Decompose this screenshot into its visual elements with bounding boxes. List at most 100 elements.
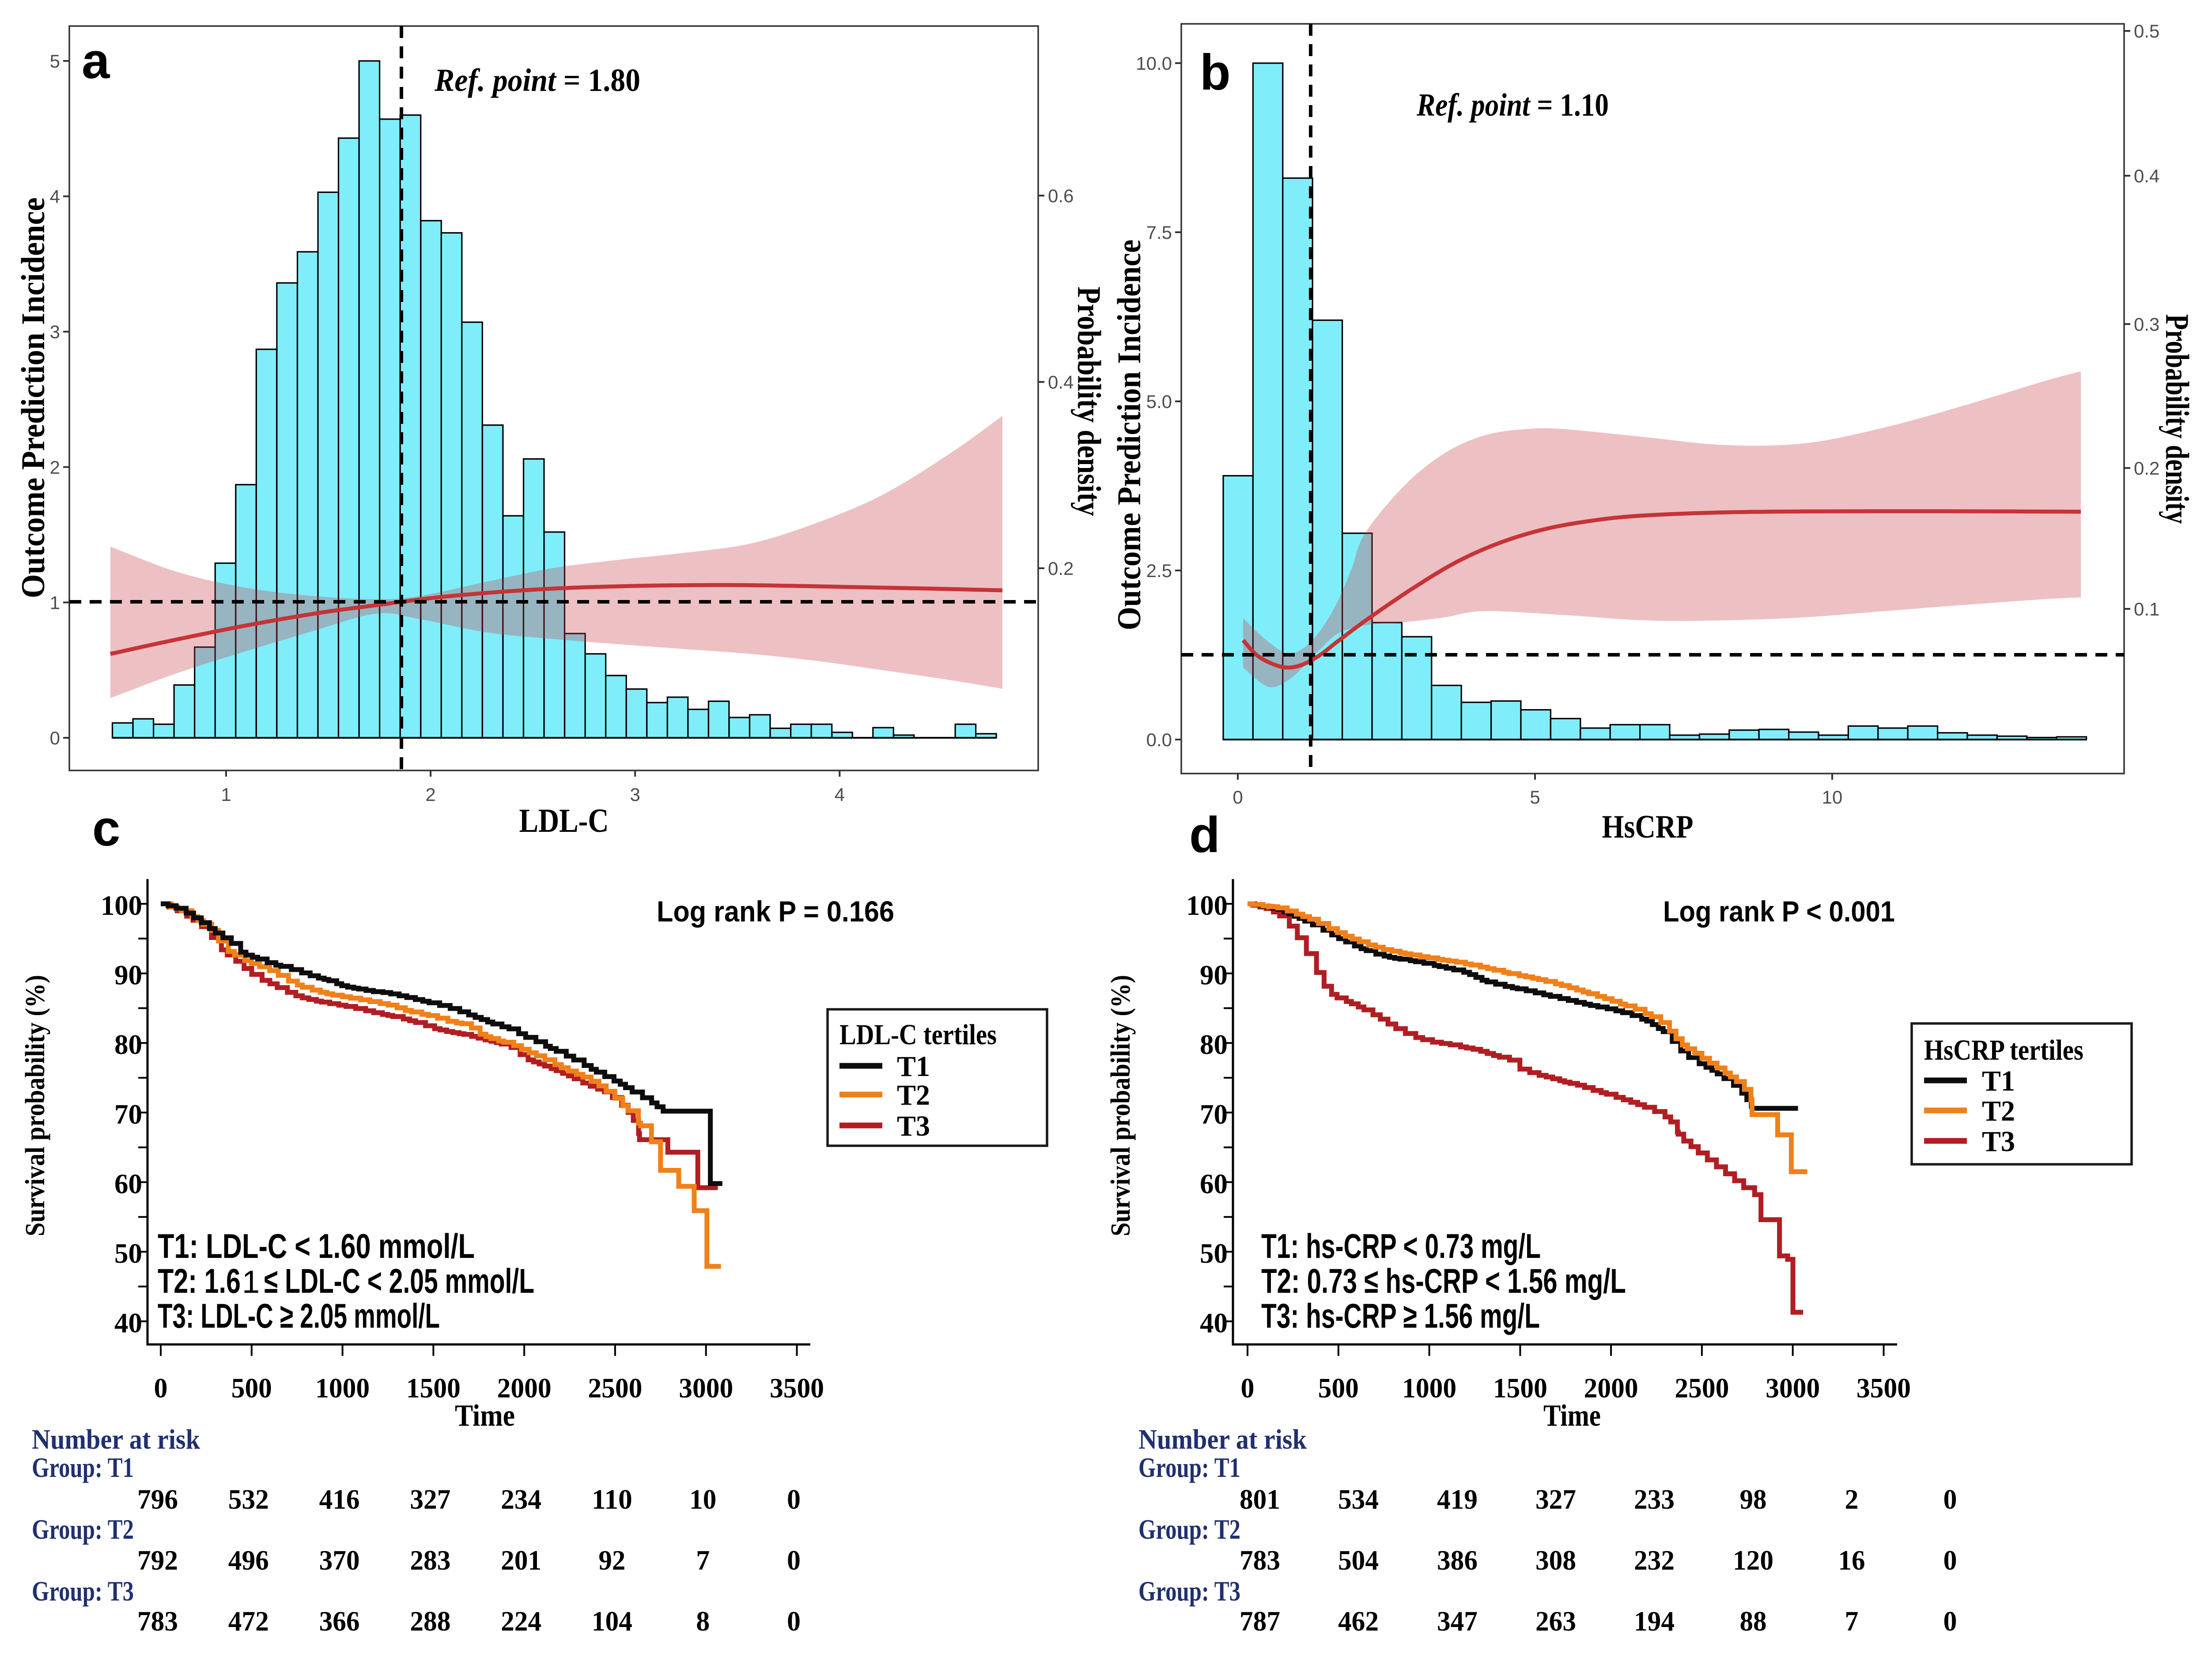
svg-text:1: 1 [50, 592, 60, 613]
svg-text:263: 263 [1535, 1605, 1576, 1637]
svg-text:2000: 2000 [497, 1372, 552, 1404]
svg-text:7.5: 7.5 [1146, 222, 1172, 243]
svg-text:0: 0 [1943, 1605, 1957, 1637]
svg-text:60: 60 [114, 1168, 142, 1199]
svg-text:1500: 1500 [1493, 1372, 1547, 1404]
svg-text:370: 370 [319, 1544, 360, 1576]
svg-text:201: 201 [501, 1544, 541, 1576]
svg-text:234: 234 [501, 1484, 541, 1515]
svg-text:T1: T1 [1982, 1065, 2015, 1097]
svg-text:7: 7 [696, 1544, 710, 1576]
svg-text:1: 1 [242, 1265, 260, 1300]
svg-text:0.4: 0.4 [1048, 372, 1074, 393]
svg-text:d: d [1189, 807, 1220, 863]
svg-text:0: 0 [50, 728, 60, 748]
svg-text:Group: T1: Group: T1 [32, 1452, 134, 1483]
svg-text:Time: Time [455, 1399, 515, 1433]
svg-text:Group: T3: Group: T3 [32, 1575, 134, 1607]
svg-text:2500: 2500 [588, 1372, 642, 1404]
svg-text:386: 386 [1437, 1544, 1478, 1576]
svg-text:5.0: 5.0 [1146, 391, 1172, 412]
svg-text:7: 7 [1845, 1605, 1859, 1637]
svg-text:288: 288 [410, 1605, 450, 1637]
svg-text:347: 347 [1437, 1605, 1478, 1637]
svg-text:120: 120 [1733, 1544, 1773, 1576]
svg-text:416: 416 [319, 1484, 360, 1515]
svg-text:Log rank P < 0.001: Log rank P < 0.001 [1663, 895, 1895, 928]
svg-text:T3: T3 [1982, 1125, 2015, 1158]
svg-text:0.4: 0.4 [2134, 166, 2159, 186]
svg-text:366: 366 [319, 1605, 360, 1637]
svg-text:T3: T3 [897, 1110, 930, 1142]
svg-text:100: 100 [101, 890, 142, 921]
svg-text:534: 534 [1338, 1484, 1379, 1515]
svg-text:3500: 3500 [1856, 1372, 1911, 1404]
svg-text:500: 500 [231, 1372, 272, 1404]
svg-text:1: 1 [221, 784, 231, 805]
svg-text:104: 104 [592, 1605, 632, 1637]
svg-text:T1: T1 [897, 1050, 930, 1083]
svg-text:783: 783 [137, 1605, 178, 1637]
svg-text:0.3: 0.3 [2134, 314, 2159, 335]
svg-text:LDL-C: LDL-C [519, 802, 609, 839]
svg-text:Group: T2: Group: T2 [32, 1514, 134, 1545]
svg-text:40: 40 [1200, 1307, 1228, 1339]
svg-text:70: 70 [1200, 1099, 1228, 1130]
svg-text:Survival probability (%): Survival probability (%) [1106, 975, 1136, 1236]
svg-text:10: 10 [1822, 787, 1843, 808]
svg-text:496: 496 [228, 1544, 269, 1576]
svg-text:327: 327 [410, 1484, 450, 1515]
svg-text:8: 8 [696, 1605, 710, 1637]
svg-text:4: 4 [835, 784, 845, 805]
svg-text:0.1: 0.1 [2134, 599, 2159, 619]
svg-text:16: 16 [1838, 1544, 1865, 1576]
svg-text:0.0: 0.0 [1146, 729, 1172, 750]
svg-text:92: 92 [598, 1544, 625, 1576]
svg-text:2500: 2500 [1675, 1372, 1729, 1404]
svg-text:Ref. point = 1.10: Ref. point = 1.10 [1416, 87, 1609, 123]
svg-text:0.2: 0.2 [1048, 558, 1074, 579]
svg-text:0: 0 [787, 1484, 801, 1515]
svg-text:0: 0 [1233, 787, 1243, 808]
svg-text:50: 50 [114, 1238, 142, 1269]
svg-text:c: c [92, 800, 120, 857]
svg-text:Probability density: Probability density [2159, 314, 2195, 524]
svg-text:472: 472 [228, 1605, 269, 1637]
svg-text:LDL-C tertiles: LDL-C tertiles [839, 1019, 997, 1051]
svg-text:0: 0 [787, 1605, 801, 1637]
svg-text:233: 233 [1634, 1484, 1675, 1515]
svg-text:783: 783 [1240, 1544, 1280, 1576]
svg-text:3000: 3000 [679, 1372, 733, 1404]
svg-text:787: 787 [1240, 1605, 1280, 1637]
svg-text:0: 0 [1943, 1484, 1957, 1515]
svg-text:90: 90 [1200, 959, 1228, 991]
svg-text:T1: hs-CRP < 0.73 mg/L: T1: hs-CRP < 0.73 mg/L [1261, 1227, 1541, 1265]
svg-text:HsCRP tertiles: HsCRP tertiles [1924, 1034, 2083, 1066]
svg-text:2: 2 [1845, 1484, 1859, 1515]
svg-text:419: 419 [1437, 1484, 1478, 1515]
svg-text:0.2: 0.2 [2134, 458, 2159, 479]
svg-text:462: 462 [1338, 1605, 1379, 1637]
svg-text:792: 792 [137, 1544, 178, 1576]
svg-text:Outcome Prediction Incidence: Outcome Prediction Incidence [15, 197, 52, 598]
svg-text:2000: 2000 [1584, 1372, 1638, 1404]
svg-text:796: 796 [137, 1484, 178, 1515]
svg-text:Outcome Prediction Incidence: Outcome Prediction Incidence [1111, 240, 1148, 630]
svg-text:232: 232 [1634, 1544, 1675, 1576]
svg-text:0.6: 0.6 [1048, 185, 1074, 206]
svg-text:500: 500 [1318, 1372, 1359, 1404]
svg-text:80: 80 [1200, 1029, 1228, 1060]
svg-text:2: 2 [50, 457, 60, 478]
svg-text:0: 0 [154, 1372, 168, 1404]
svg-text:Probability density: Probability density [1070, 287, 1107, 516]
svg-text:T3: LDL-C ≥ 2.05 mmol/L: T3: LDL-C ≥ 2.05 mmol/L [158, 1296, 440, 1335]
svg-text:0: 0 [1943, 1544, 1957, 1576]
svg-text:3: 3 [50, 321, 60, 342]
svg-text:283: 283 [410, 1544, 450, 1576]
svg-text:≤ LDL-C < 2.05 mmol/L: ≤ LDL-C < 2.05 mmol/L [264, 1261, 534, 1300]
svg-text:88: 88 [1740, 1605, 1767, 1637]
svg-text:98: 98 [1740, 1484, 1767, 1515]
svg-text:3: 3 [630, 784, 640, 805]
svg-text:1000: 1000 [315, 1372, 370, 1404]
svg-text:4: 4 [50, 186, 60, 207]
